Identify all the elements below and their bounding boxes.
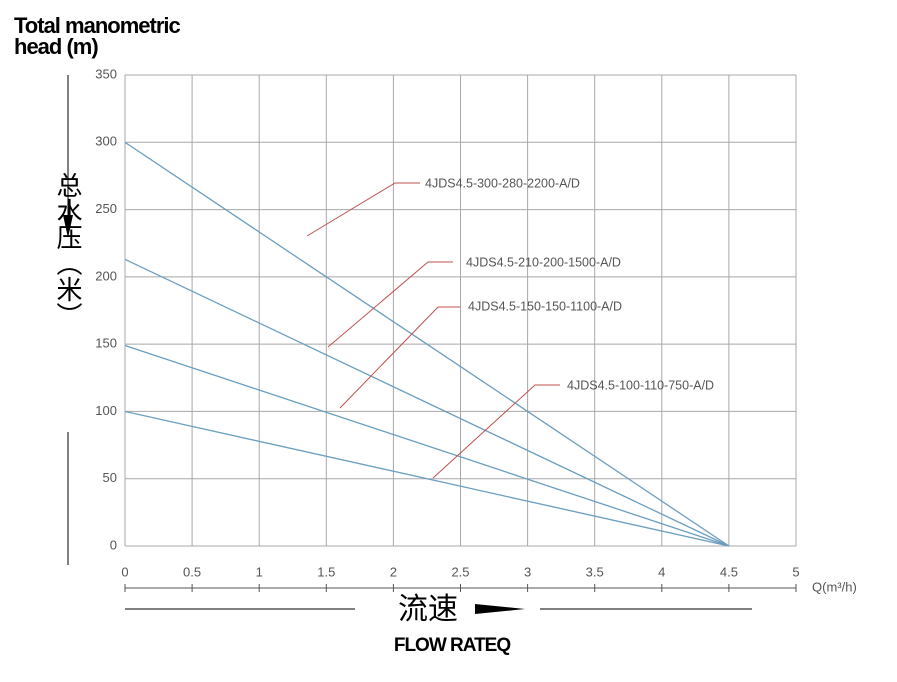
y-tick-label: 0 [110,537,117,552]
x-tick-label: 5 [792,564,799,579]
x-label-cn: 流速 [398,593,458,626]
x-tick-label: 3 [524,564,531,579]
series-line [124,410,730,547]
y-tick-label: 350 [95,66,117,81]
y-tick-label: 150 [95,336,117,351]
x-tick-label: 4 [658,564,665,579]
y-tick-label: 50 [103,470,117,485]
x-unit: Q(m³/h) [812,579,857,594]
x-tick-label: 0.5 [183,564,201,579]
series-line [124,141,730,547]
y-label-cn: 总水压（米） [53,172,83,328]
y-label-line: head (m) [14,34,98,59]
x-tick-label: 0 [121,564,128,579]
leader-line [432,384,560,479]
x-tick-label: 2.5 [451,564,469,579]
x-tick-label: 1.5 [317,564,335,579]
series-line [124,258,730,547]
leader-line [339,306,460,409]
series-label: 4JDS4.5-300-280-2200-A/D [425,176,580,190]
x-label: FLOW RATEQ [394,635,511,656]
x-tick-label: 1 [256,564,263,579]
arrow-head [63,215,73,238]
series-label: 4JDS4.5-210-200-1500-A/D [466,255,621,269]
leader-line [306,182,420,237]
y-tick-label: 200 [95,268,117,283]
y-tick-label: 100 [95,403,117,418]
arrow-head [475,604,525,614]
x-tick-label: 3.5 [586,564,604,579]
series-line [124,344,730,547]
y-label-line: Total manometric [14,13,181,38]
x-tick-label: 2 [390,564,397,579]
leader-line [327,261,453,348]
series-label: 4JDS4.5-100-110-750-A/D [567,378,714,392]
x-tick-label: 4.5 [720,564,738,579]
series-label: 4JDS4.5-150-150-1100-A/D [468,299,622,313]
y-tick-label: 250 [95,201,117,216]
y-tick-label: 300 [95,134,117,149]
